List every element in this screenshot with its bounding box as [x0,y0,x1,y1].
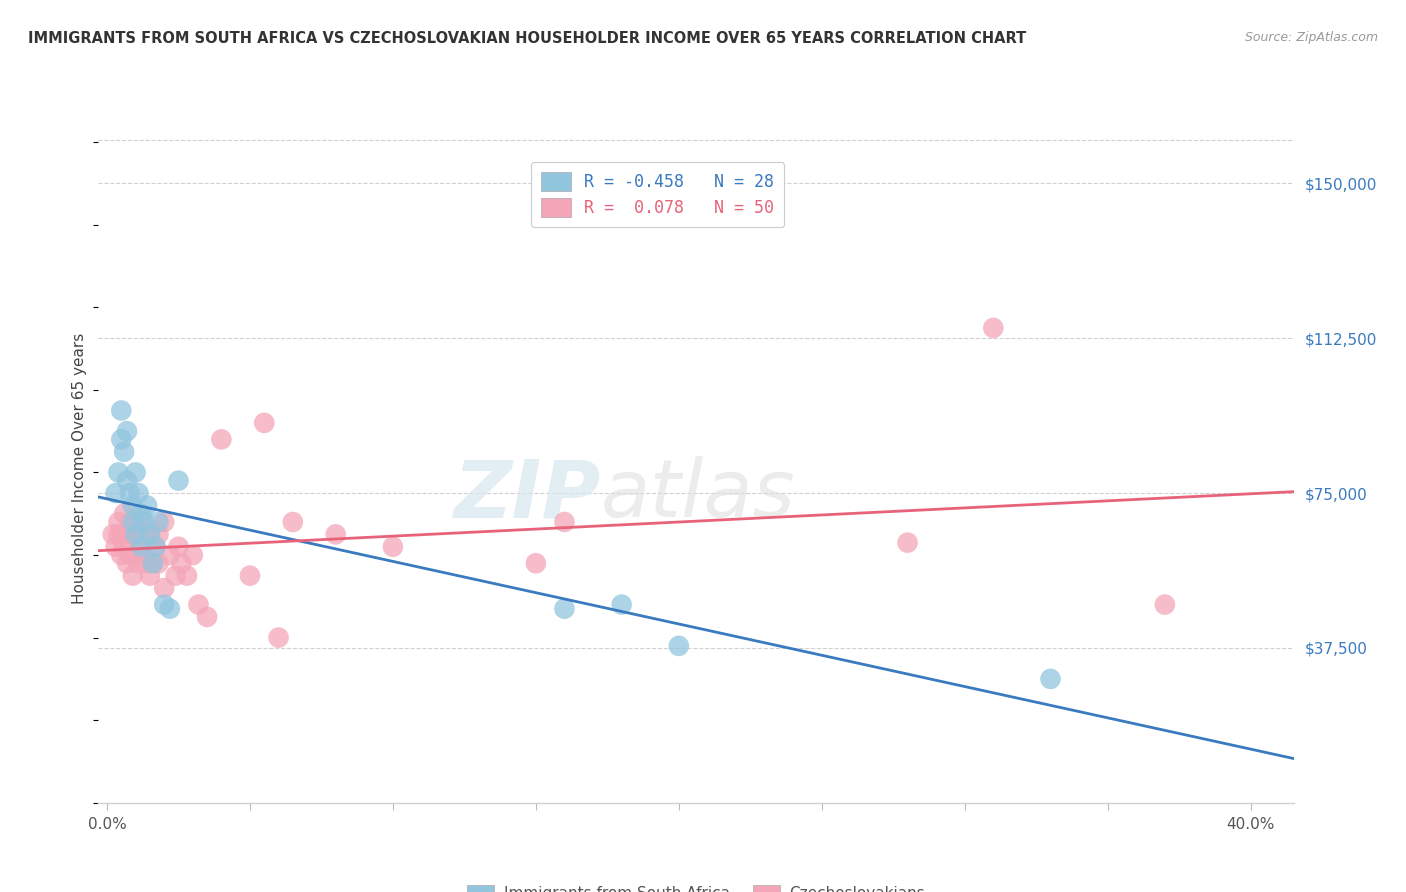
Point [121,515,143,529]
Point [121,527,143,541]
Point [121,499,143,513]
Point [524,556,547,570]
Point [187,598,209,612]
Point [145,540,167,554]
Point [159,601,181,615]
Point [115,556,138,570]
Point [1153,598,1175,612]
Point [115,424,138,438]
Point [124,515,146,529]
Point [112,507,135,521]
Point [136,556,159,570]
Point [610,598,633,612]
Point [104,540,127,554]
Point [134,548,156,562]
Point [110,527,132,541]
Point [124,466,146,480]
Point [118,486,141,500]
Point [110,548,132,562]
Point [107,515,129,529]
Point [139,527,162,541]
Point [127,556,149,570]
Point [153,581,176,595]
Point [195,610,218,624]
Point [112,444,135,458]
Point [115,474,138,488]
Point [110,403,132,417]
Point [139,527,162,541]
Point [668,639,690,653]
Point [553,515,575,529]
Text: IMMIGRANTS FROM SOUTH AFRICA VS CZECHOSLOVAKIAN HOUSEHOLDER INCOME OVER 65 YEARS: IMMIGRANTS FROM SOUTH AFRICA VS CZECHOSL… [28,31,1026,46]
Point [153,598,176,612]
Legend: Immigrants from South Africa, Czechoslovakians: Immigrants from South Africa, Czechoslov… [460,878,932,892]
Point [134,515,156,529]
Point [167,474,190,488]
Point [148,515,170,529]
Point [981,321,1004,335]
Y-axis label: Householder Income Over 65 years: Householder Income Over 65 years [72,333,87,604]
Point [131,540,153,554]
Point [107,527,129,541]
Point [115,527,138,541]
Point [124,527,146,541]
Point [381,540,404,554]
Point [136,499,159,513]
Point [127,486,149,500]
Point [145,540,167,554]
Point [131,507,153,521]
Point [239,568,262,582]
Point [142,556,165,570]
Point [112,540,135,554]
Point [134,515,156,529]
Point [165,568,187,582]
Point [253,416,276,430]
Point [325,527,347,541]
Text: ZIP: ZIP [453,456,600,534]
Text: Source: ZipAtlas.com: Source: ZipAtlas.com [1244,31,1378,45]
Point [131,540,153,554]
Point [118,515,141,529]
Point [110,433,132,447]
Point [101,527,124,541]
Point [148,527,170,541]
Point [209,433,232,447]
Point [176,568,198,582]
Point [553,601,575,615]
Point [139,568,162,582]
Point [127,527,149,541]
Point [142,556,165,570]
Point [104,486,127,500]
Point [267,631,290,645]
Point [281,515,304,529]
Point [896,535,918,549]
Text: atlas: atlas [600,456,796,534]
Point [107,466,129,480]
Point [1039,672,1062,686]
Point [170,556,193,570]
Point [153,515,176,529]
Point [148,556,170,570]
Point [181,548,204,562]
Point [124,548,146,562]
Point [118,548,141,562]
Point [159,548,181,562]
Point [121,568,143,582]
Point [167,540,190,554]
